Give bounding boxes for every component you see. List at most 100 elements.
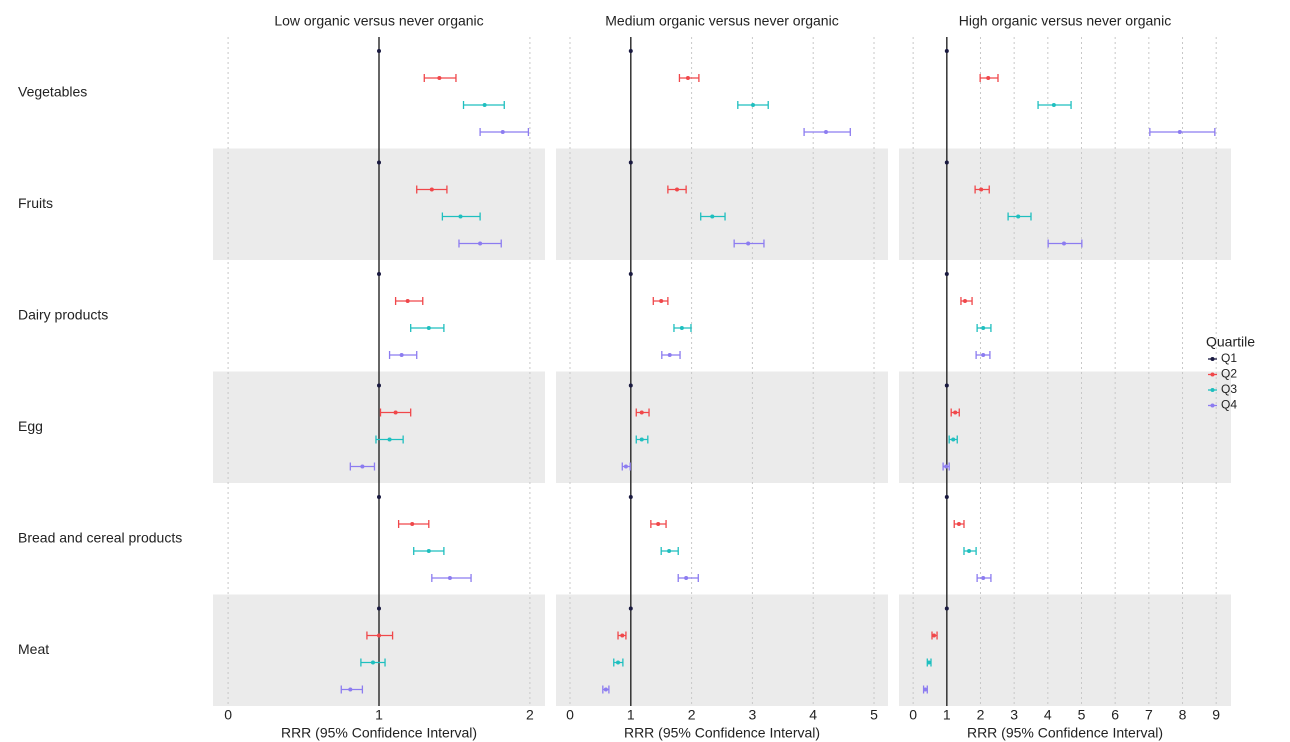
point [986,76,991,80]
row-band [899,371,1231,483]
point [447,576,452,580]
point [944,495,949,499]
point [962,299,967,303]
point [751,103,756,107]
legend-title: Quartile [1206,334,1255,350]
category-label: Meat [18,641,49,657]
row-band [899,594,1231,706]
point [667,353,672,357]
point [667,549,672,553]
point [628,383,633,388]
point [370,660,375,665]
category-label: Egg [18,418,43,434]
x-tick-label: 4 [809,707,817,723]
point [1051,103,1056,107]
category-label: Dairy products [18,306,108,322]
point [628,49,633,53]
legend-key-dot [1210,403,1215,408]
x-tick-label: 2 [526,707,534,723]
point [944,49,949,53]
point [429,187,434,192]
row-band [556,148,888,260]
point [482,103,487,107]
point [377,272,381,276]
row-band [556,371,888,483]
row-band [899,148,1231,260]
point [967,549,972,553]
point [944,464,949,469]
point [944,272,949,276]
x-tick-label: 5 [870,707,878,723]
point [981,353,986,357]
x-tick-label: 0 [566,707,574,723]
legend-key-dot [1210,357,1215,361]
x-tick-label: 4 [1044,707,1052,723]
point [377,633,381,638]
point [981,326,986,330]
point [377,606,381,611]
point [675,187,680,192]
point [956,522,961,526]
point [679,326,684,330]
legend-key-dot [1210,388,1215,392]
point [953,410,958,415]
point [360,464,365,469]
point [348,687,353,692]
panel-title: Low organic versus never organic [274,13,483,29]
panel-title: High organic versus never organic [959,13,1171,29]
error-bar [1149,128,1216,136]
point [932,633,937,638]
legend-label: Q1 [1221,351,1237,365]
x-tick-label: 0 [224,707,232,723]
x-tick-label: 1 [627,707,635,723]
point [628,606,633,611]
category-label: Vegetables [18,83,87,99]
x-tick-label: 3 [1010,707,1018,723]
x-tick-label: 7 [1145,707,1153,723]
legend-label: Q4 [1221,398,1237,412]
x-axis-label: RRR (95% Confidence Interval) [281,725,477,741]
point [426,549,431,553]
x-tick-label: 1 [375,707,383,723]
point [981,576,986,580]
point [603,687,608,692]
panel-title: Medium organic versus never organic [605,13,838,29]
point [387,437,392,442]
point [656,522,661,526]
x-tick-label: 2 [688,707,696,723]
point [377,495,381,499]
point [685,76,690,80]
point [478,241,483,246]
point [623,464,628,469]
point [500,130,505,134]
point [393,410,398,415]
point [746,241,751,246]
x-tick-label: 8 [1179,707,1187,723]
point [710,214,715,219]
x-tick-label: 3 [749,707,757,723]
legend-label: Q2 [1221,367,1237,381]
point [628,160,633,165]
point [399,353,404,357]
point [1061,241,1066,246]
point [616,660,621,665]
point [639,410,644,415]
point [426,326,431,330]
category-label: Fruits [18,195,53,211]
x-axis-label: RRR (95% Confidence Interval) [624,725,820,741]
point [1016,214,1021,219]
point [628,272,633,276]
point [628,495,633,499]
x-axis-label: RRR (95% Confidence Interval) [967,725,1163,741]
point [620,633,625,638]
point [944,606,949,611]
point [944,383,949,388]
point [377,160,381,165]
point [377,383,381,388]
point [377,49,381,53]
point [823,130,828,134]
point [923,687,928,692]
point [926,660,931,665]
x-tick-label: 5 [1078,707,1086,723]
